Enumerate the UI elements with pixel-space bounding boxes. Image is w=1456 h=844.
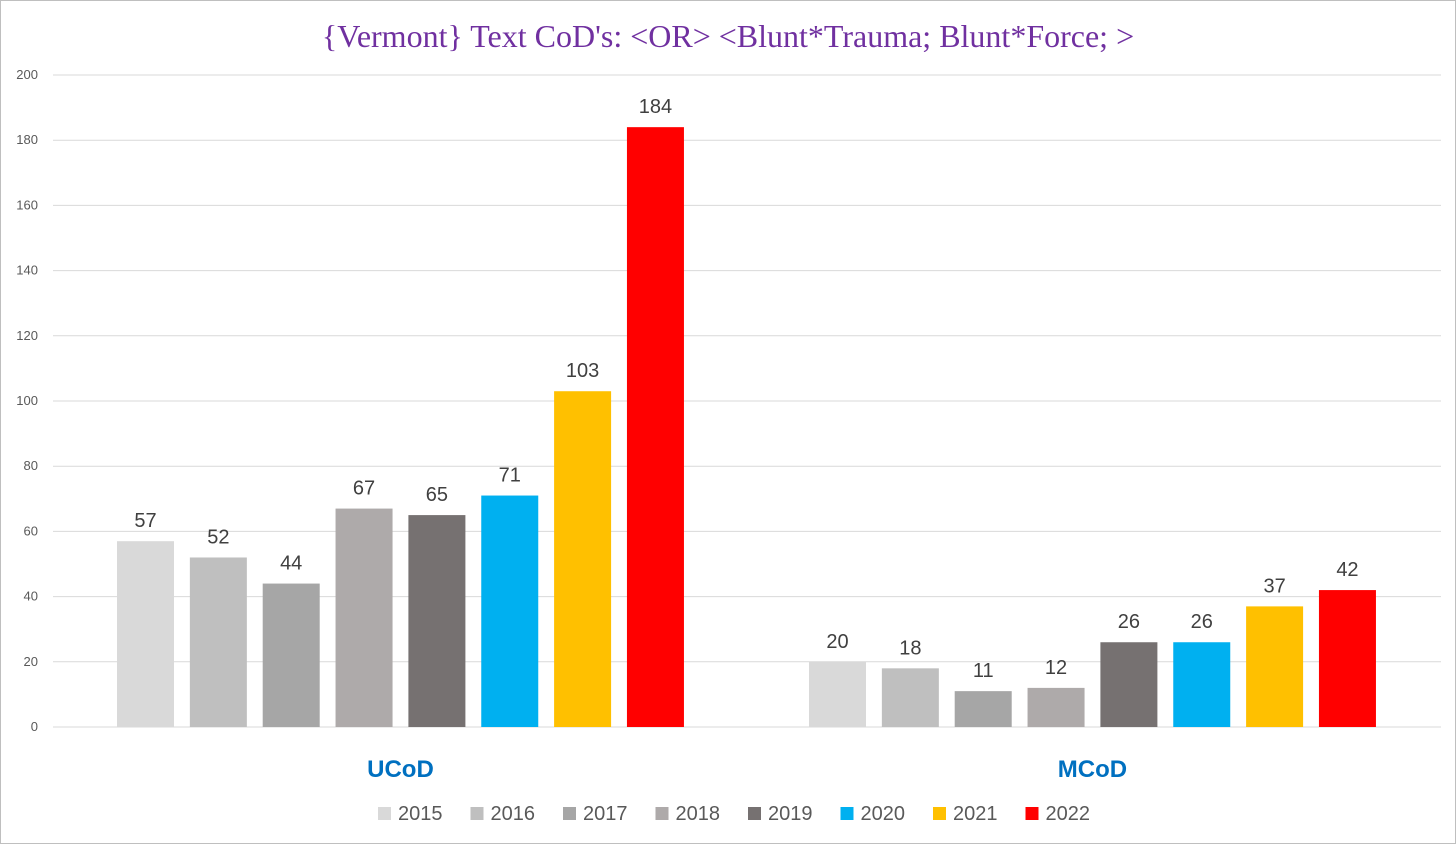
data-label-mcod-2019: 26 (1118, 611, 1140, 633)
bar-mcod-2017 (954, 691, 1012, 727)
data-label-mcod-2018: 12 (1045, 657, 1067, 679)
y-tick-label: 140 (16, 263, 38, 278)
legend: 2015 2016 2017 2018 2019 2020 2021 2022 (378, 803, 1090, 825)
y-tick-label: 100 (16, 393, 38, 408)
data-label-ucod-2019: 65 (426, 484, 448, 506)
legend-swatch-2021 (933, 807, 946, 820)
chart-title: {Vermont} Text CoD's: <OR> <Blunt*Trauma… (322, 18, 1134, 54)
bar-mcod-2019 (1100, 642, 1158, 727)
bar-ucod-2017 (262, 583, 320, 727)
y-tick-label: 160 (16, 197, 38, 212)
category-label-ucod: UCoD (367, 756, 434, 783)
bar-mcod-2021 (1246, 606, 1304, 727)
y-tick-label: 200 (16, 67, 38, 82)
legend-label-2016: 2016 (491, 803, 536, 825)
y-tick-label: 120 (16, 328, 38, 343)
data-label-mcod-2015: 20 (826, 631, 848, 653)
data-label-ucod-2021: 103 (566, 360, 599, 382)
gridlines (53, 74, 1441, 728)
legend-label-2022: 2022 (1046, 803, 1091, 825)
y-tick-label: 80 (24, 458, 38, 473)
bar-ucod-2022 (626, 127, 684, 727)
bar-mcod-2022 (1318, 590, 1376, 727)
bar-ucod-2021 (554, 391, 612, 727)
legend-swatch-2020 (840, 807, 854, 820)
legend-swatch-2015 (378, 807, 391, 820)
y-tick-label: 40 (24, 589, 38, 604)
bar-ucod-2020 (481, 495, 539, 727)
bar-mcod-2020 (1173, 642, 1231, 727)
bar-ucod-2015 (117, 541, 174, 727)
data-label-mcod-2016: 18 (899, 637, 921, 659)
y-tick-label: 60 (24, 523, 38, 538)
bars (117, 127, 1376, 727)
bar-mcod-2015 (809, 661, 866, 727)
legend-label-2021: 2021 (953, 803, 998, 825)
bar-mcod-2016 (881, 668, 939, 727)
category-label-mcod: MCoD (1058, 756, 1127, 783)
data-label-mcod-2017: 11 (973, 660, 994, 682)
data-label-ucod-2018: 67 (353, 478, 375, 500)
legend-label-2015: 2015 (398, 803, 443, 825)
bar-mcod-2018 (1027, 687, 1085, 727)
legend-swatch-2016 (470, 807, 484, 820)
data-label-ucod-2016: 52 (207, 526, 229, 548)
bar-ucod-2016 (189, 557, 247, 727)
legend-label-2017: 2017 (583, 803, 628, 825)
data-labels: 57 52 44 67 65 71 103 184 20 18 11 12 26 26 37 42 (134, 96, 1358, 682)
data-label-mcod-2022: 42 (1336, 559, 1358, 581)
data-label-mcod-2021: 37 (1263, 575, 1285, 597)
legend-label-2020: 2020 (861, 803, 906, 825)
y-tick-label: 180 (16, 132, 38, 147)
data-label-ucod-2015: 57 (134, 510, 156, 532)
legend-swatch-2018 (655, 807, 669, 820)
legend-swatch-2022 (1025, 807, 1039, 820)
legend-swatch-2019 (748, 807, 761, 820)
bar-ucod-2019 (408, 515, 466, 727)
bar-ucod-2018 (335, 508, 393, 727)
legend-label-2019: 2019 (768, 803, 813, 825)
y-axis-ticks: 0 20 40 60 80 100 120 140 160 180 200 (16, 67, 38, 734)
data-label-ucod-2017: 44 (280, 553, 302, 575)
legend-label-2018: 2018 (676, 803, 721, 825)
data-label-mcod-2020: 26 (1191, 611, 1213, 633)
category-labels: UCoD MCoD (367, 756, 1127, 783)
data-label-ucod-2020: 71 (499, 465, 521, 487)
y-tick-label: 20 (24, 654, 38, 669)
y-tick-label: 0 (31, 719, 38, 734)
legend-swatch-2017 (563, 807, 576, 820)
data-label-ucod-2022: 184 (639, 96, 672, 118)
